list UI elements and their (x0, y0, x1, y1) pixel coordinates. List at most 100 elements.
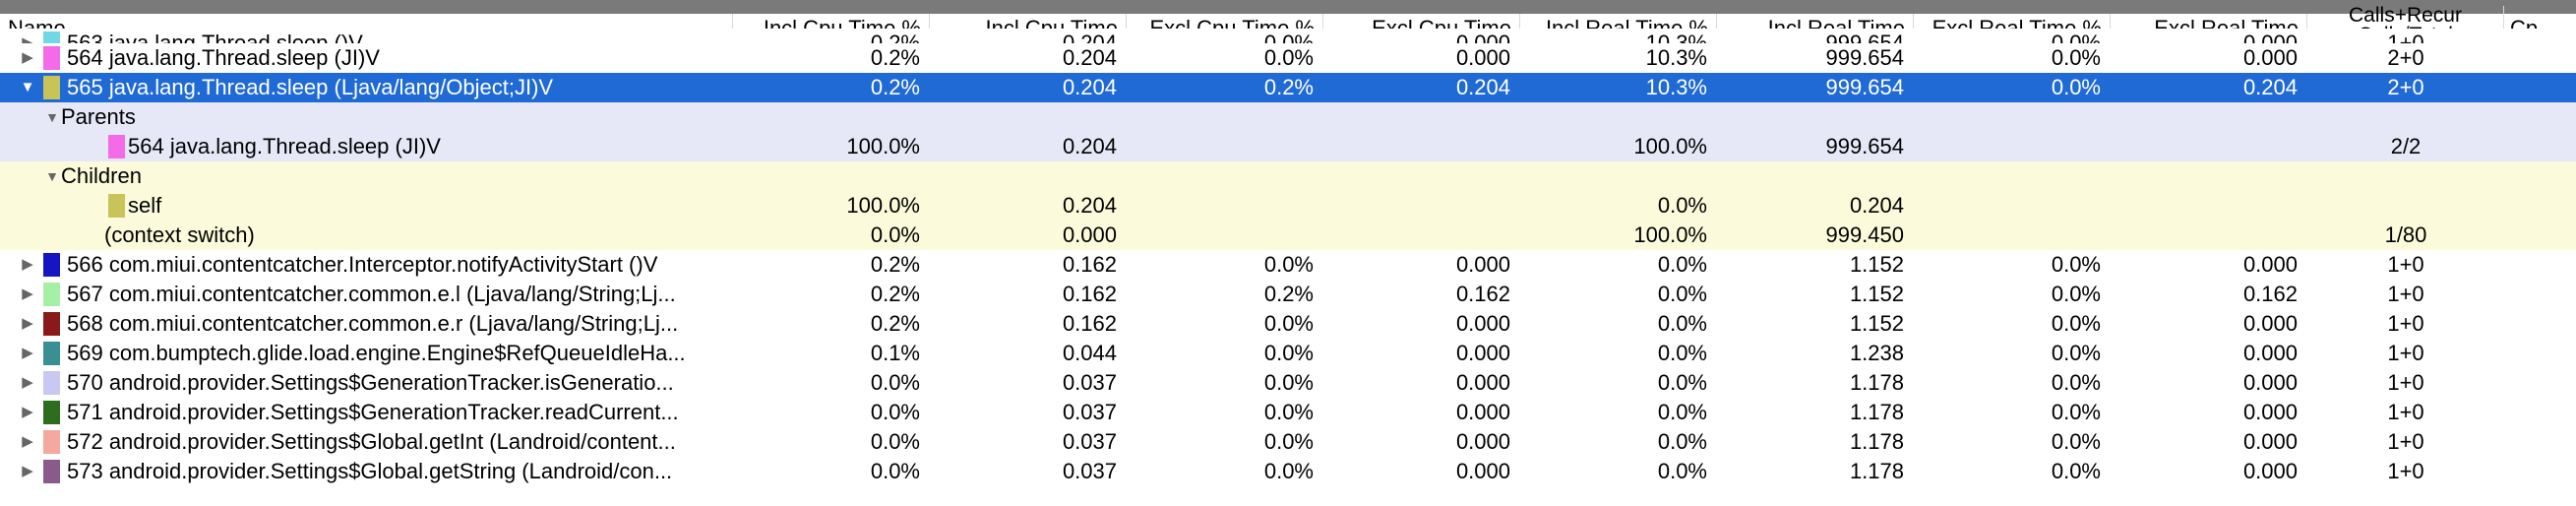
method-name: 570 android.provider.Settings$Generation… (67, 370, 674, 395)
parents-group-row[interactable]: ▼ Parents (0, 102, 2576, 132)
table-row[interactable]: ▶ 571 android.provider.Settings$Generatio… (0, 398, 2576, 427)
excl-cpu-pct: 0.2% (1263, 282, 1314, 306)
table-row[interactable]: ▶ 566 com.miui.contentcatcher.Interceptor… (0, 250, 2576, 280)
child-row[interactable]: self 100.0% 0.204 0.0% 0.204 (0, 191, 2576, 221)
incl-cpu-pct: 0.2% (870, 75, 920, 99)
incl-real-pct: 0.0% (1657, 282, 1707, 306)
expand-triangle-icon[interactable]: ▶ (22, 404, 33, 420)
table-row[interactable]: ▶ 567 com.miui.contentcatcher.common.e.l … (0, 280, 2576, 309)
expand-triangle-icon[interactable]: ▶ (22, 49, 33, 66)
incl-real-pct: 0.0% (1657, 311, 1707, 336)
excl-real: 0.000 (2242, 429, 2298, 454)
expand-triangle-icon[interactable]: ▶ (22, 285, 33, 302)
incl-real: 999.654 (1825, 45, 1904, 70)
table-row-selected[interactable]: ▼ 565 java.lang.Thread.sleep (Ljava/lang/… (0, 73, 2576, 102)
table-row[interactable]: ▶ 568 com.miui.contentcatcher.common.e.r … (0, 309, 2576, 339)
table-row[interactable]: ▶ 569 com.bumptech.glide.load.engine.Engi… (0, 339, 2576, 368)
calls: 1+0 (2387, 282, 2424, 306)
excl-real-pct: 0.0% (2051, 75, 2101, 99)
expand-triangle-icon[interactable]: ▶ (22, 374, 33, 391)
table-row[interactable]: ▶ 570 android.provider.Settings$Generatio… (0, 368, 2576, 398)
expand-triangle-icon[interactable]: ▶ (22, 433, 33, 450)
incl-cpu: 0.204 (1062, 31, 1117, 43)
expand-triangle-icon[interactable]: ▶ (22, 34, 33, 43)
incl-cpu-pct: 0.0% (870, 429, 920, 454)
method-name: 572 android.provider.Settings$Global.get… (67, 429, 676, 454)
expand-triangle-icon[interactable]: ▶ (22, 315, 33, 332)
incl-real: 1.178 (1849, 400, 1904, 424)
incl-real-pct: 10.3% (1645, 31, 1707, 43)
excl-real: 0.162 (2242, 282, 2298, 306)
calls: 1+0 (2387, 429, 2424, 454)
incl-real: 1.178 (1849, 459, 1904, 483)
excl-cpu-pct: 0.0% (1263, 400, 1314, 424)
incl-real: 999.450 (1825, 222, 1904, 247)
excl-real-pct: 0.0% (2051, 429, 2101, 454)
incl-real-pct: 100.0% (1633, 134, 1707, 158)
incl-cpu: 0.204 (1062, 193, 1117, 218)
excl-real-pct: 0.0% (2051, 31, 2101, 43)
excl-cpu-pct: 0.0% (1263, 341, 1314, 365)
method-name: 573 android.provider.Settings$Global.get… (67, 459, 673, 483)
group-label: Children (61, 163, 142, 188)
method-name: 571 android.provider.Settings$Generation… (67, 400, 679, 424)
method-color-swatch (43, 371, 60, 395)
incl-cpu: 0.037 (1062, 459, 1117, 483)
table-row[interactable]: ▶ 572 android.provider.Settings$Global.ge… (0, 427, 2576, 457)
incl-real: 1.152 (1849, 282, 1904, 306)
method-color-swatch (43, 253, 60, 277)
incl-real-pct: 10.3% (1645, 45, 1707, 70)
excl-real: 0.000 (2242, 45, 2298, 70)
parent-row[interactable]: 564 java.lang.Thread.sleep (JI)V 100.0% … (0, 132, 2576, 161)
incl-real: 999.654 (1825, 134, 1904, 158)
excl-real: 0.000 (2242, 341, 2298, 365)
excl-real-pct: 0.0% (2051, 400, 2101, 424)
calls: 2+0 (2387, 75, 2424, 99)
incl-cpu: 0.037 (1062, 429, 1117, 454)
table-row[interactable]: ▶ 564 java.lang.Thread.sleep (JI)V 0.2% 0… (0, 43, 2576, 73)
excl-real-pct: 0.0% (2051, 282, 2101, 306)
collapse-triangle-icon[interactable]: ▼ (45, 168, 59, 184)
child-row[interactable]: (context switch) 0.0% 0.000 100.0% 999.4… (0, 221, 2576, 250)
incl-real-pct: 0.0% (1657, 370, 1707, 395)
calls: 1+0 (2387, 31, 2424, 43)
collapse-triangle-icon[interactable]: ▼ (45, 109, 59, 125)
table-row[interactable]: ▶ 563 java.lang.Thread.sleep ()V 0.2% 0.2… (0, 29, 2576, 43)
excl-cpu-pct: 0.0% (1263, 45, 1314, 70)
excl-real: 0.000 (2242, 459, 2298, 483)
incl-cpu-pct: 0.2% (870, 45, 920, 70)
incl-real: 999.654 (1825, 75, 1904, 99)
excl-real: 0.000 (2242, 400, 2298, 424)
excl-cpu: 0.000 (1455, 31, 1510, 43)
excl-real-pct: 0.0% (2051, 370, 2101, 395)
calls: 1+0 (2387, 459, 2424, 483)
excl-cpu: 0.000 (1455, 429, 1510, 454)
children-group-row[interactable]: ▼ Children (0, 161, 2576, 191)
excl-cpu: 0.000 (1455, 341, 1510, 365)
incl-cpu-pct: 0.0% (870, 222, 920, 247)
expand-triangle-icon[interactable]: ▶ (22, 345, 33, 361)
incl-cpu-pct: 100.0% (846, 193, 920, 218)
method-name: 569 com.bumptech.glide.load.engine.Engin… (67, 341, 686, 365)
collapse-triangle-icon[interactable]: ▼ (20, 79, 35, 95)
incl-cpu: 0.162 (1062, 252, 1117, 277)
incl-cpu: 0.037 (1062, 400, 1117, 424)
excl-cpu: 0.000 (1455, 370, 1510, 395)
calls: 2/2 (2390, 134, 2422, 158)
excl-cpu-pct: 0.0% (1263, 429, 1314, 454)
table-row[interactable]: ▶ 573 android.provider.Settings$Global.ge… (0, 457, 2576, 486)
excl-real-pct: 0.0% (2051, 252, 2101, 277)
method-name: 567 com.miui.contentcatcher.common.e.l (… (67, 282, 676, 306)
excl-real-pct: 0.0% (2051, 459, 2101, 483)
expand-triangle-icon[interactable]: ▶ (22, 256, 33, 273)
incl-real-pct: 0.0% (1657, 400, 1707, 424)
incl-cpu: 0.204 (1062, 45, 1117, 70)
incl-real: 1.152 (1849, 311, 1904, 336)
expand-triangle-icon[interactable]: ▶ (22, 463, 33, 479)
method-name: self (128, 193, 162, 218)
incl-cpu-pct: 0.0% (870, 459, 920, 483)
incl-cpu: 0.000 (1062, 222, 1117, 247)
excl-real: 0.000 (2242, 31, 2298, 43)
incl-cpu: 0.162 (1062, 282, 1117, 306)
excl-cpu: 0.204 (1455, 75, 1510, 99)
